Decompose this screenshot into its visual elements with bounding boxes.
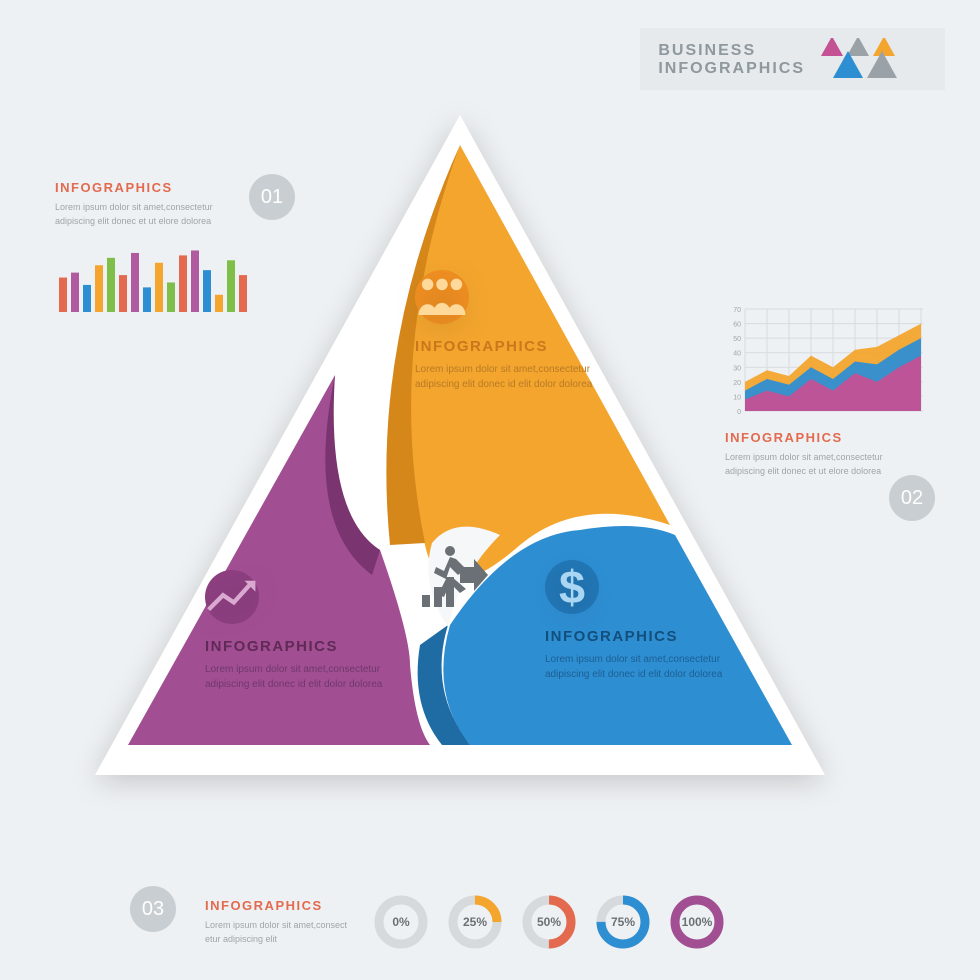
side-block-01: 01 INFOGRAPHICS Lorem ipsum dolor sit am… xyxy=(55,180,285,317)
trend-icon xyxy=(205,570,259,624)
number-badge-02: 02 xyxy=(889,475,935,521)
svg-text:30: 30 xyxy=(733,365,741,372)
donut-25: 25% xyxy=(447,894,503,950)
segment-right-title: INFOGRAPHICS xyxy=(545,628,745,645)
header-triangles-icon xyxy=(817,38,927,82)
donut-0: 0% xyxy=(373,894,429,950)
svg-text:70: 70 xyxy=(733,307,741,314)
svg-text:60: 60 xyxy=(733,322,741,329)
side-01-body: Lorem ipsum dolor sit amet,consectetur a… xyxy=(55,201,225,228)
number-badge-03: 03 xyxy=(130,886,176,932)
side-02-title: INFOGRAPHICS xyxy=(725,430,935,445)
svg-text:40: 40 xyxy=(733,351,741,358)
segment-top-title: INFOGRAPHICS xyxy=(415,338,605,355)
svg-text:20: 20 xyxy=(733,380,741,387)
segment-right-body: Lorem ipsum dolor sit amet,consectetur a… xyxy=(545,653,745,682)
side-03-title: INFOGRAPHICS xyxy=(205,898,355,913)
header-line1: BUSINESS xyxy=(658,42,805,60)
side-block-02: 0 10 20 30 40 50 60 70 INFOGRAPHICS Lorem ipsum… xyxy=(725,305,935,478)
donut-row: INFOGRAPHICS Lorem ipsum dolor sit amet,… xyxy=(205,894,725,950)
number-badge-01: 01 xyxy=(249,174,295,220)
donut-100: 100% xyxy=(669,894,725,950)
donut-75: 75% xyxy=(595,894,651,950)
segment-left-body: Lorem ipsum dolor sit amet,consectetur a… xyxy=(205,663,395,692)
segment-right: $ INFOGRAPHICS Lorem ipsum dolor sit ame… xyxy=(545,560,745,682)
svg-text:10: 10 xyxy=(733,394,741,401)
header-line2: INFOGRAPHICS xyxy=(658,60,805,78)
side-02-body: Lorem ipsum dolor sit amet,consectetur a… xyxy=(725,451,895,478)
mini-bar-chart xyxy=(55,242,255,312)
segment-top-body: Lorem ipsum dolor sit amet,consectetur a… xyxy=(415,363,605,392)
svg-text:50: 50 xyxy=(733,336,741,343)
segment-left: INFOGRAPHICS Lorem ipsum dolor sit amet,… xyxy=(205,570,395,692)
svg-text:$: $ xyxy=(559,561,585,613)
people-icon xyxy=(415,270,469,324)
segment-left-title: INFOGRAPHICS xyxy=(205,638,395,655)
dollar-icon: $ xyxy=(545,560,599,614)
donut-50: 50% xyxy=(521,894,577,950)
mini-area-chart: 0 10 20 30 40 50 60 70 xyxy=(725,305,925,415)
header-badge: BUSINESS INFOGRAPHICS xyxy=(640,28,945,90)
segment-top: INFOGRAPHICS Lorem ipsum dolor sit amet,… xyxy=(415,270,605,392)
side-03-body: Lorem ipsum dolor sit amet,consect etur … xyxy=(205,919,355,946)
svg-text:0: 0 xyxy=(737,409,741,415)
